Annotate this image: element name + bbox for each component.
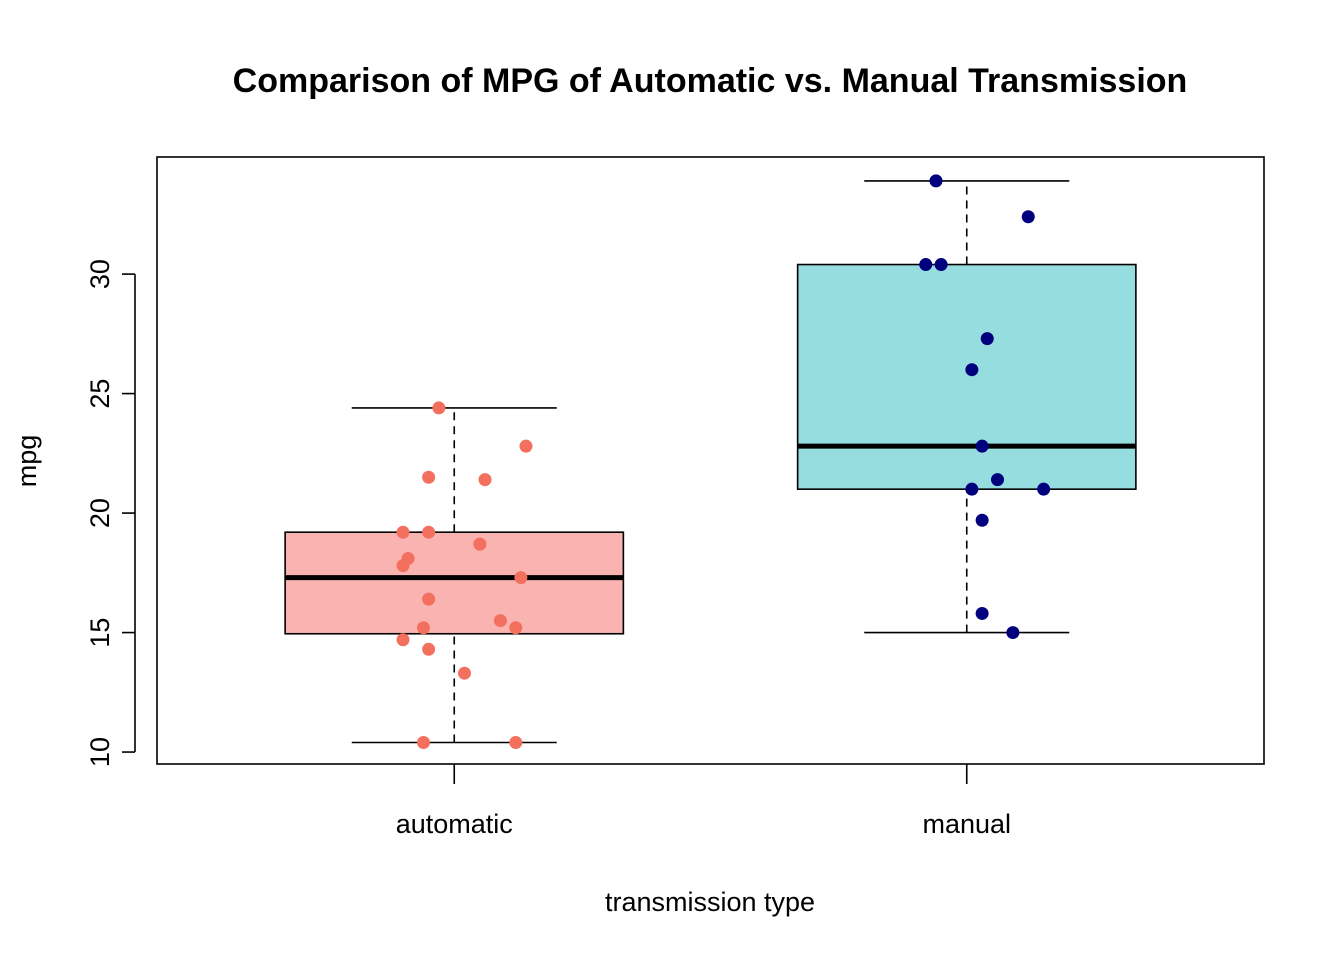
iqr-box — [284, 531, 625, 635]
y-tick-label: 30 — [85, 259, 115, 289]
data-point-automatic — [417, 621, 430, 635]
data-point-manual — [934, 258, 948, 272]
box-manual — [796, 180, 1137, 634]
data-point-automatic — [519, 439, 533, 453]
data-point-automatic — [396, 525, 410, 539]
plot-frame — [156, 156, 1265, 765]
x-tick-label: automatic — [396, 809, 513, 839]
data-point-manual — [929, 174, 943, 188]
y-tick-label: 15 — [85, 618, 115, 648]
data-point-manual — [1021, 210, 1035, 224]
x-axis: automatic manual — [396, 764, 1011, 839]
data-point-manual — [1006, 626, 1020, 640]
data-point-automatic — [417, 735, 430, 749]
data-points — [396, 174, 1051, 749]
x-tick-label: manual — [922, 809, 1011, 839]
data-point-manual — [919, 258, 933, 272]
data-point-automatic — [509, 621, 523, 635]
data-point-automatic — [473, 537, 487, 551]
iqr-box — [796, 263, 1137, 490]
data-point-automatic — [396, 633, 410, 647]
data-point-manual — [991, 473, 1004, 487]
data-point-manual — [965, 363, 979, 377]
box-automatic — [284, 407, 625, 744]
data-point-automatic — [478, 473, 492, 487]
y-tick-label: 10 — [85, 737, 115, 767]
y-tick-label: 25 — [85, 379, 115, 409]
data-point-automatic — [422, 470, 436, 484]
x-axis-label: transmission type — [605, 887, 815, 917]
data-point-automatic — [458, 666, 471, 680]
data-point-manual — [975, 439, 989, 453]
y-tick-label: 20 — [85, 498, 115, 528]
data-point-automatic — [493, 614, 507, 628]
data-point-manual — [975, 513, 989, 527]
data-point-manual — [965, 482, 979, 496]
data-point-automatic — [422, 592, 436, 606]
data-point-automatic — [509, 735, 523, 749]
data-point-manual — [975, 606, 989, 620]
data-point-automatic — [422, 642, 436, 656]
chart-title: Comparison of MPG of Automatic vs. Manua… — [233, 62, 1188, 100]
data-point-automatic — [396, 559, 410, 573]
data-point-manual — [1037, 482, 1051, 496]
data-point-automatic — [514, 571, 528, 585]
boxes — [284, 180, 1137, 744]
data-point-automatic — [422, 525, 436, 539]
y-axis: 10 15 20 25 30 — [85, 259, 136, 767]
data-point-automatic — [432, 401, 446, 415]
y-axis-label: mpg — [12, 435, 42, 488]
data-point-manual — [980, 332, 994, 346]
